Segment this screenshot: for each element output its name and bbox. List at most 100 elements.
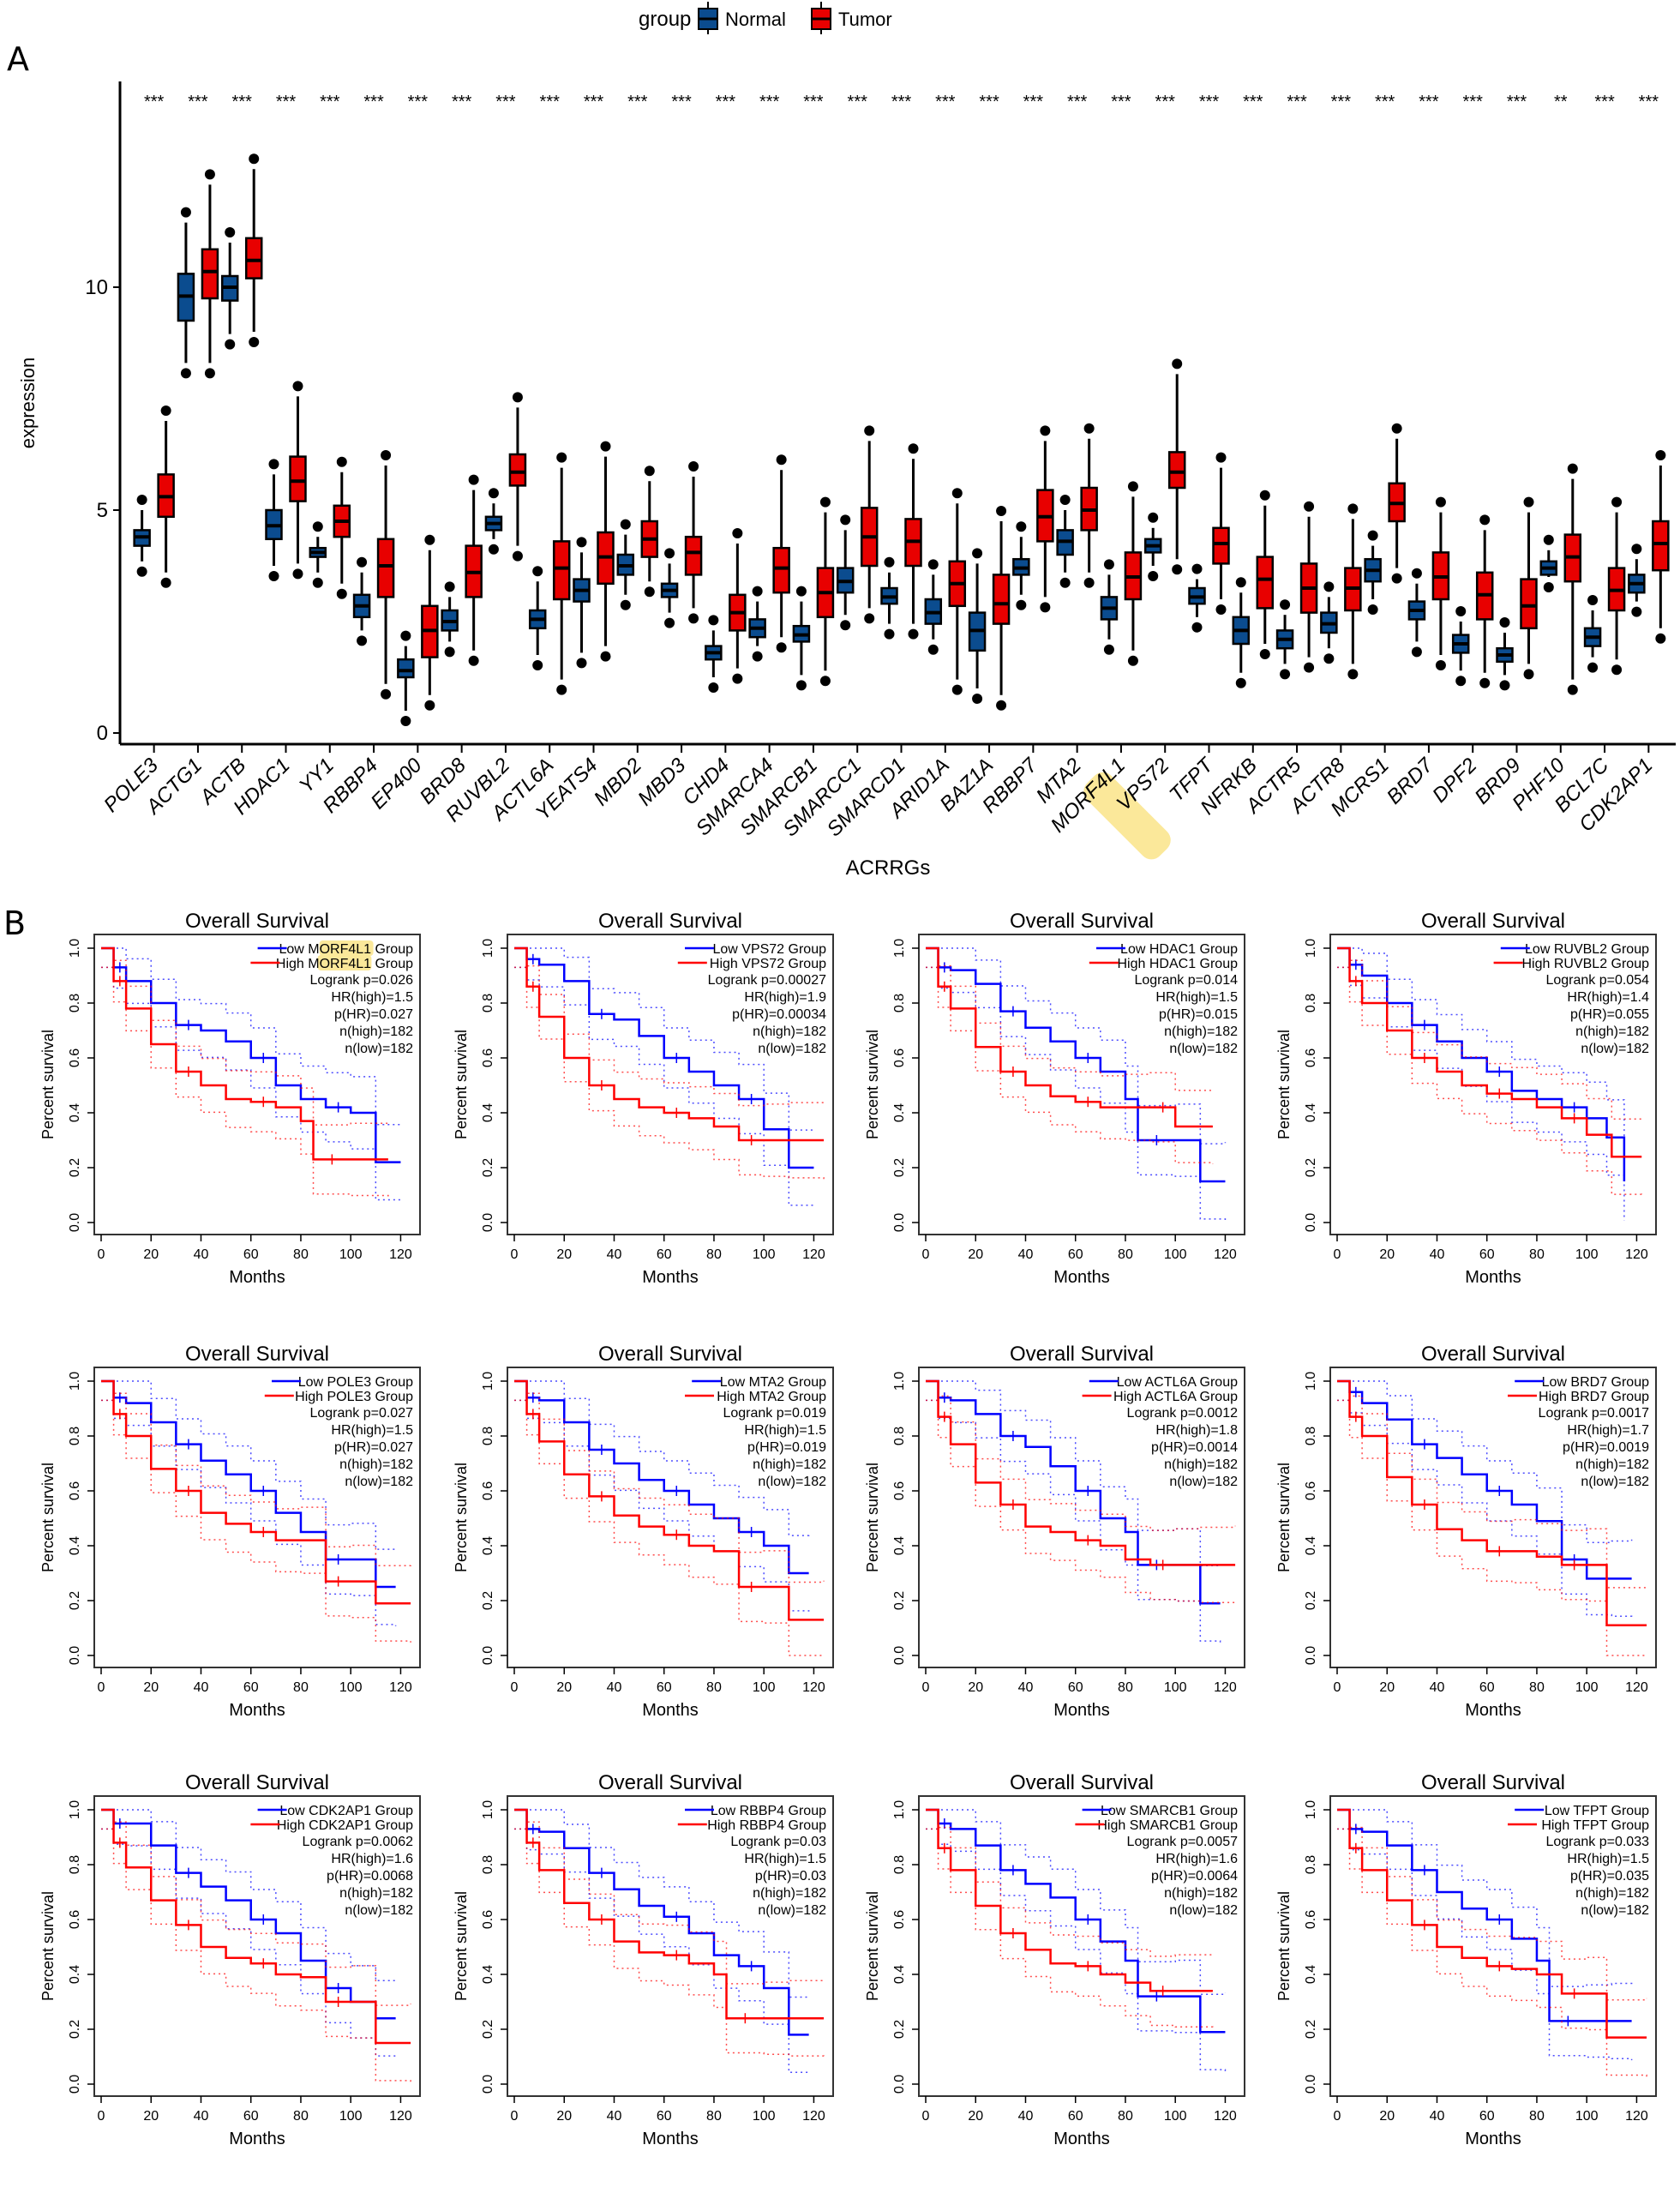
x-tick-label: 40 xyxy=(607,2109,622,2124)
box xyxy=(1520,578,1538,630)
x-tick-label: 20 xyxy=(556,1247,572,1262)
box-normal xyxy=(924,559,943,655)
outlier-point xyxy=(249,337,260,347)
significance-label: *** xyxy=(1023,93,1044,111)
outlier-point xyxy=(1016,521,1027,532)
y-tick-label: 1.0 xyxy=(481,1372,495,1391)
y-tick-label: 0.2 xyxy=(892,1158,907,1177)
n-high-text: n(high)=182 xyxy=(1575,1886,1649,1901)
x-tick-label: 60 xyxy=(657,1247,672,1262)
significance-label: *** xyxy=(1111,93,1131,111)
highlight-marker xyxy=(319,940,374,956)
outlier-point xyxy=(951,488,963,499)
y-tick-label: 0.4 xyxy=(68,1536,82,1555)
significance-label: *** xyxy=(232,93,253,111)
significance-label: *** xyxy=(935,93,956,111)
x-tick-label: 40 xyxy=(1018,2109,1034,2124)
x-tick-label: 40 xyxy=(607,1247,622,1262)
significance-label: *** xyxy=(1199,93,1220,111)
n-high-text: n(high)=182 xyxy=(339,1024,413,1039)
y-tick-label: 0.4 xyxy=(1304,1536,1318,1555)
x-axis-label: Months xyxy=(229,1701,285,1720)
n-low-text: n(low)=182 xyxy=(345,1042,413,1056)
outlier-point xyxy=(225,227,236,237)
hr-high-text: HR(high)=1.9 xyxy=(744,990,826,1005)
high-group-curve xyxy=(101,1808,411,2045)
high-legend-label: High POLE3 Group xyxy=(295,1390,413,1404)
outlier-point xyxy=(1567,684,1578,695)
outlier-point xyxy=(1479,514,1491,526)
box-tumor xyxy=(640,466,659,598)
highlight-marker xyxy=(1083,772,1171,860)
significance-label: *** xyxy=(1331,93,1352,111)
high-legend-label: High ACTL6A Group xyxy=(1113,1390,1238,1404)
low-legend-label: Low VPS72 Group xyxy=(712,942,826,957)
low-group-curve xyxy=(926,1808,1226,2034)
outlier-point xyxy=(336,588,347,599)
box-tumor xyxy=(552,452,571,695)
y-tick-label: 0.8 xyxy=(892,994,907,1012)
box-normal xyxy=(616,519,635,610)
outlier-point xyxy=(444,581,455,592)
y-tick-label: 0.6 xyxy=(892,1481,907,1500)
outlier-point xyxy=(1280,669,1291,680)
box-normal xyxy=(1275,599,1294,680)
x-tick-label: 80 xyxy=(293,1247,309,1262)
logrank-p-text: Logrank p=0.033 xyxy=(1545,1835,1649,1849)
n-high-text: n(high)=182 xyxy=(339,1886,413,1901)
p-hr-text: p(HR)=0.00034 xyxy=(732,1007,826,1022)
x-axis-label: Months xyxy=(1465,2130,1521,2148)
low-group-ci-upper xyxy=(101,947,402,1126)
outlier-point xyxy=(840,620,851,631)
x-tick-label: 20 xyxy=(968,1247,983,1262)
outlier-point xyxy=(1367,530,1378,541)
outlier-point xyxy=(160,577,171,588)
outlier-point xyxy=(644,466,655,477)
outlier-point xyxy=(732,673,743,684)
hr-high-text: HR(high)=1.5 xyxy=(744,1852,826,1866)
box-tumor xyxy=(1431,496,1450,670)
outlier-point xyxy=(1347,669,1359,680)
y-axis-label: Percent survival xyxy=(864,1030,881,1139)
n-high-text: n(high)=182 xyxy=(1575,1024,1649,1039)
x-axis-label: Months xyxy=(1053,1268,1110,1287)
x-tick-label: 40 xyxy=(1430,1680,1445,1695)
x-axis-label: Months xyxy=(229,1268,285,1287)
x-tick-label: 0 xyxy=(922,2109,930,2124)
plot-title: Overall Survival xyxy=(598,1771,742,1794)
outlier-point xyxy=(819,496,831,508)
high-legend-label: High VPS72 Group xyxy=(710,957,826,971)
x-tick-label: 0 xyxy=(98,1247,105,1262)
y-tick-label: 0.8 xyxy=(1304,994,1318,1012)
significance-label: *** xyxy=(584,93,604,111)
outlier-point xyxy=(381,688,392,700)
outlier-point xyxy=(1127,481,1138,492)
box-tumor xyxy=(1256,490,1275,659)
hr-high-text: HR(high)=1.6 xyxy=(331,1852,413,1866)
boxplot-panel-a: A group Normal Tumor 0510POLE3***ACTG1***A… xyxy=(7,2,1676,880)
high-legend-label: High RUVBL2 Group xyxy=(1521,957,1649,971)
x-tick-label: 0 xyxy=(98,2109,105,2124)
box-tumor xyxy=(244,153,263,347)
y-tick-label: 0.4 xyxy=(892,1103,907,1122)
outlier-point xyxy=(1235,577,1246,588)
x-tick-label: 120 xyxy=(1214,1680,1237,1695)
outlier-point xyxy=(752,586,763,597)
box xyxy=(508,453,527,487)
logrank-p-text: Logrank p=0.027 xyxy=(309,1406,413,1421)
x-tick-label: 20 xyxy=(1379,2109,1395,2124)
plot-frame xyxy=(93,934,421,1235)
high-group-ci-lower xyxy=(1337,1399,1647,1656)
x-tick-label: 40 xyxy=(607,1680,622,1695)
outlier-point xyxy=(664,617,675,628)
y-tick-label: 0.0 xyxy=(1304,2075,1318,2094)
significance-label: *** xyxy=(363,93,384,111)
n-low-text: n(low)=182 xyxy=(1169,1042,1238,1056)
x-tick-label: 0 xyxy=(98,1680,105,1695)
low-group-curve xyxy=(926,1379,1221,1605)
box-tumor xyxy=(597,441,615,662)
high-group-curve xyxy=(1337,1379,1647,1627)
x-axis-label: Months xyxy=(229,2130,285,2148)
y-tick-label: 0.4 xyxy=(892,1536,907,1555)
significance-label: *** xyxy=(716,93,736,111)
